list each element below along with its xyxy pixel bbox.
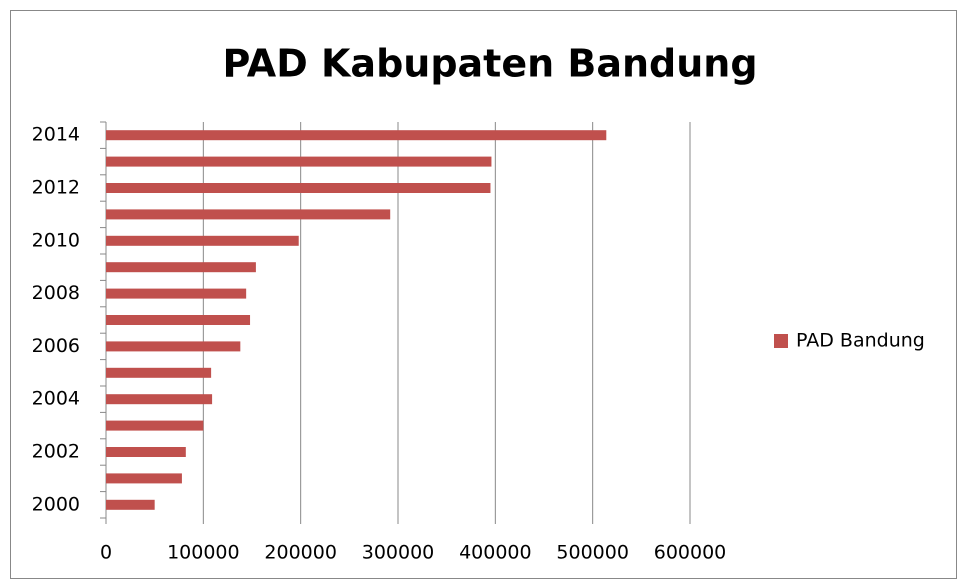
bar: [106, 262, 256, 273]
y-tick-label: 2012: [32, 177, 80, 199]
bar: [106, 447, 186, 457]
chart-title: PAD Kabupaten Bandung: [222, 42, 757, 86]
legend-label: PAD Bandung: [796, 330, 925, 352]
bar: [106, 315, 251, 325]
x-tick-label: 100000: [167, 542, 240, 564]
y-tick-label: 2010: [32, 229, 80, 251]
bar: [106, 288, 247, 299]
x-tick-label: 0: [100, 542, 112, 564]
y-tick-label: 2004: [32, 388, 80, 410]
x-tick-label: 300000: [362, 542, 435, 564]
x-tick-label: 400000: [459, 542, 532, 564]
bar: [106, 235, 299, 246]
x-tick-label: 500000: [556, 542, 629, 564]
bar: [106, 130, 607, 141]
bar: [106, 183, 491, 193]
bar: [106, 367, 212, 378]
legend-swatch: [774, 334, 788, 348]
y-tick-label: 2008: [32, 282, 80, 304]
bar: [106, 499, 155, 510]
x-tick-label: 600000: [654, 542, 727, 564]
bar: [106, 209, 391, 220]
bar: [106, 394, 213, 405]
bar: [106, 473, 182, 484]
y-tick-label: 2014: [32, 124, 80, 146]
bar: [106, 156, 492, 167]
bar: [106, 341, 241, 352]
y-tick-label: 2000: [32, 493, 80, 515]
y-tick-label: 2002: [32, 441, 80, 463]
bar: [106, 420, 204, 431]
x-tick-label: 200000: [264, 542, 337, 564]
y-tick-label: 2006: [32, 335, 80, 357]
